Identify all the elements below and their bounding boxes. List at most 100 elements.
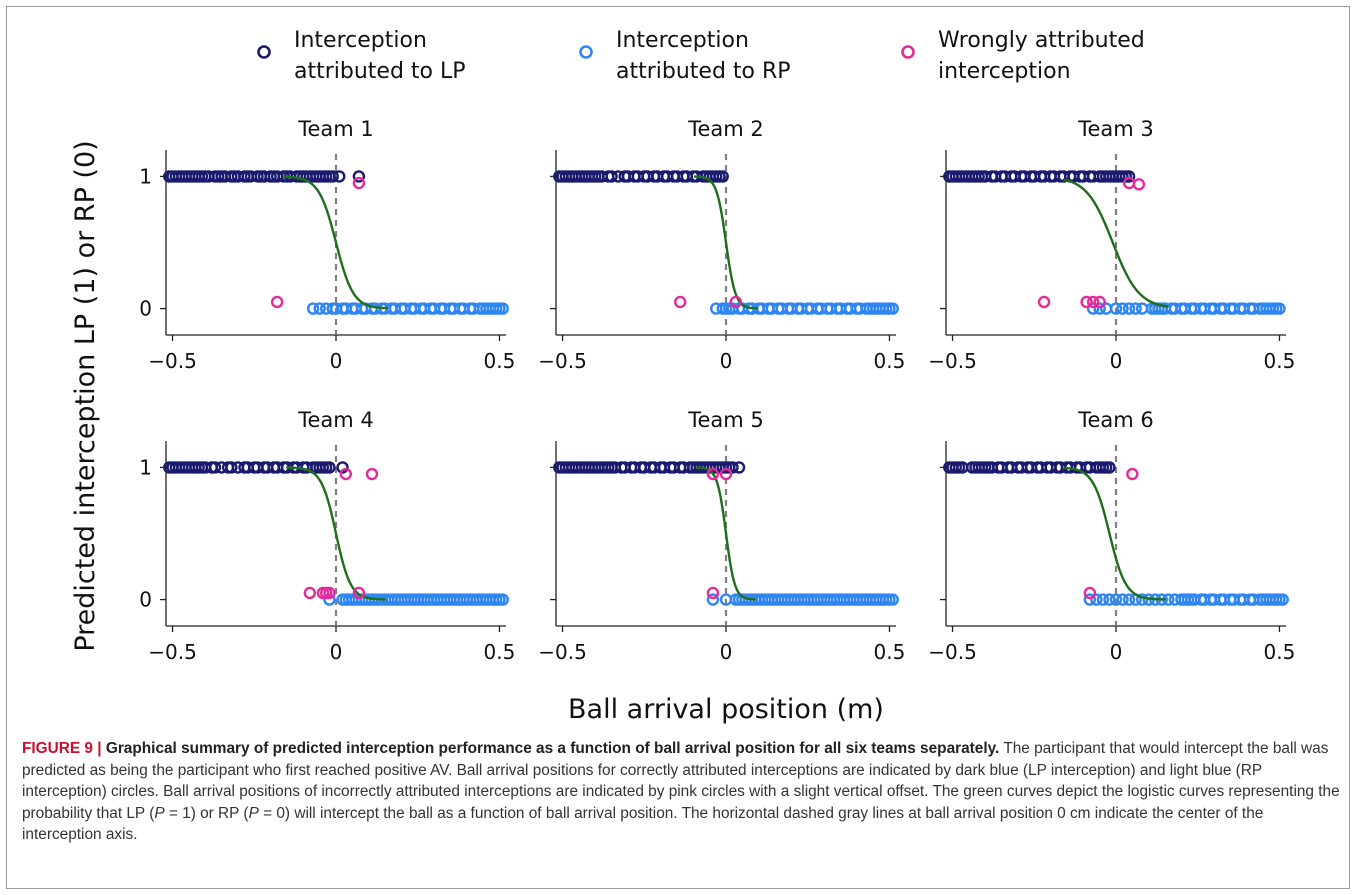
team-1-wrong-point	[352, 176, 366, 190]
team-4-x-tick-label: −0.5	[148, 640, 197, 664]
team-6-rp-point	[1103, 593, 1116, 606]
team-6-title: Team 6	[1077, 408, 1154, 432]
team-2-x-tick-label: 0.5	[874, 349, 906, 373]
team-4-wrong-point	[339, 467, 353, 481]
team-2-title: Team 2	[687, 117, 764, 141]
team-4-rp-point	[496, 593, 509, 606]
team-6-rp-point	[1135, 593, 1149, 606]
caption-var-p-1: P	[154, 804, 165, 822]
team-6-wrong-point	[1083, 586, 1097, 600]
team-4-lp-point	[225, 461, 238, 474]
team-4-lp-point	[336, 461, 349, 474]
team-1-lp-point	[352, 170, 366, 183]
team-4-y-tick-label: 1	[139, 455, 152, 479]
caption-body-3: = 0) will intercept the ball as a functi…	[22, 804, 1264, 844]
team-3-rp-point	[1086, 302, 1100, 315]
team-1-y-tick-label: 1	[139, 164, 152, 188]
team-1-x-tick-label: 0	[330, 349, 343, 373]
team-6-x-tick-label: 0.5	[1264, 640, 1296, 664]
team-5-rp-point	[706, 593, 720, 606]
team-4-wrong-point	[323, 586, 336, 600]
team-3-wrong-point	[1132, 178, 1146, 191]
team-3-rp-point	[1116, 302, 1129, 315]
team-4-wrong-point	[352, 586, 366, 600]
team-3-wrong-point	[1093, 295, 1106, 309]
team-3-x-tick-label: 0	[1110, 349, 1123, 373]
team-6-rp-point	[1116, 593, 1129, 606]
legend-label-wrong-line2: interception	[938, 59, 1071, 84]
team-3-wrong-point	[1037, 295, 1051, 309]
team-4-x-tick-label: 0.5	[484, 640, 516, 664]
team-4-rp-point	[323, 593, 336, 606]
team-4-lp-point	[208, 461, 222, 474]
team-6-lp-point	[1103, 461, 1116, 474]
team-3-rp-point	[1135, 302, 1149, 315]
team-2-rp-point	[886, 302, 899, 315]
team-6-rp-point	[1083, 593, 1097, 606]
team-3-x-tick-label: 0.5	[1264, 349, 1296, 373]
team-3-x-tick-label: −0.5	[928, 349, 977, 373]
panel-team-2: Team 2 −0.5 0 0.5	[538, 117, 905, 373]
figure-chart: Interception attributed to LP Interception…	[70, 28, 1295, 725]
team-4-title: Team 4	[297, 408, 374, 432]
team-5-x-tick-label: −0.5	[538, 640, 587, 664]
team-5-wrong-point	[719, 467, 733, 481]
team-2-wrong-point	[674, 295, 687, 309]
team-5-title: Team 5	[687, 408, 764, 432]
panels: Team 1 −0.5 0 0.5 0 1 Team 2 −0.5 0 0.5 Team 3 −0.5…	[139, 117, 1295, 664]
panel-team-3: Team 3 −0.5 0 0.5	[928, 117, 1295, 373]
team-4-lp-point	[323, 461, 336, 474]
team-1-y-tick-label: 0	[139, 297, 152, 321]
team-2-wrong-point	[729, 295, 743, 309]
team-2-logistic-curve	[694, 175, 758, 310]
team-3-rp-point	[1109, 302, 1123, 315]
team-3-rp-point	[1129, 302, 1142, 315]
team-1-title: Team 1	[297, 117, 374, 141]
team-4-wrong-point	[303, 586, 317, 600]
team-6-wrong-point	[1126, 467, 1139, 481]
team-6-x-tick-label: −0.5	[928, 640, 977, 664]
team-3-rp-point	[1093, 302, 1106, 315]
legend-label-wrong-line1: Wrongly attributed	[938, 28, 1145, 53]
team-3-wrong-point	[1086, 295, 1100, 309]
team-2-lp-point	[605, 170, 618, 183]
legend-marker-rp	[579, 45, 593, 59]
caption-label: FIGURE 9 |	[22, 740, 102, 757]
team-5-logistic-curve	[696, 466, 756, 601]
team-5-x-tick-label: 0.5	[874, 640, 906, 664]
team-3-wrong-point	[1080, 295, 1093, 309]
team-6-rp-point	[1096, 593, 1110, 606]
team-3-rp-point	[1122, 302, 1136, 315]
team-6-x-tick-label: 0	[1110, 640, 1123, 664]
caption-var-p-2: P	[248, 804, 259, 822]
panel-team-4: Team 4 −0.5 0 0.5 0 1	[139, 408, 515, 664]
team-3-title: Team 3	[1077, 117, 1154, 141]
team-6-rp-point	[1109, 593, 1123, 606]
team-6-rp-point	[1090, 593, 1103, 606]
legend-label-lp-line1: Interception	[294, 28, 427, 53]
team-4-x-tick-label: 0	[330, 640, 343, 664]
team-3-logistic-curve	[1063, 178, 1169, 308]
team-5-wrong-point	[706, 467, 720, 481]
team-1-x-tick-label: 0.5	[484, 349, 516, 373]
team-4-y-tick-label: 0	[139, 588, 152, 612]
team-2-x-tick-label: −0.5	[538, 349, 587, 373]
team-5-lp-point	[732, 461, 746, 474]
team-2-lp-point	[716, 170, 729, 183]
team-1-lp-point	[326, 170, 339, 183]
legend-marker-wrong	[901, 45, 915, 59]
team-6-rp-point	[1122, 593, 1136, 606]
legend-label-rp-line2: attributed to RP	[616, 59, 791, 84]
team-3-lp-point	[1122, 170, 1136, 183]
team-1-wrong-point	[270, 295, 284, 309]
team-6-rp-point	[1276, 593, 1289, 606]
y-axis-label: Predicted interception LP (1) or RP (0)	[70, 140, 101, 651]
team-4-logistic-curve	[286, 466, 386, 601]
panel-team-6: Team 6 −0.5 0 0.5	[928, 408, 1295, 664]
caption-body-1: The participant that would intercept the…	[22, 740, 1340, 822]
caption-title: Graphical summary of predicted intercept…	[105, 740, 1000, 757]
team-6-logistic-curve	[1063, 466, 1166, 601]
team-2-x-tick-label: 0	[720, 349, 733, 373]
team-1-x-tick-label: −0.5	[148, 349, 197, 373]
team-1-logistic-curve	[283, 175, 389, 310]
